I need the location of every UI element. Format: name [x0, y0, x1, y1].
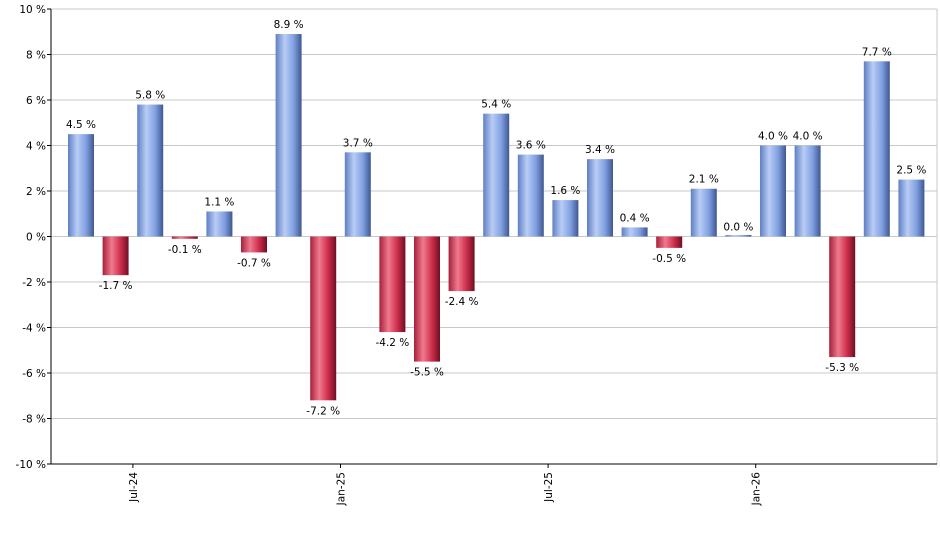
- data-label: 3.7 %: [343, 137, 373, 149]
- x-tick-label: Jul-24: [128, 472, 140, 503]
- data-label: 4.5 %: [66, 119, 96, 131]
- data-label: 1.1 %: [204, 196, 234, 208]
- bar: [102, 236, 129, 276]
- data-label: -0.5 %: [652, 253, 686, 265]
- bar: [171, 236, 198, 239]
- bar: [275, 34, 302, 237]
- bar: [725, 235, 752, 237]
- y-tick-label: -6 %: [22, 368, 46, 380]
- data-label: -5.5 %: [410, 367, 444, 379]
- data-label: 7.7 %: [862, 46, 892, 58]
- bar: [137, 104, 164, 237]
- data-label: -5.3 %: [825, 362, 859, 374]
- y-tick-label: -2 %: [22, 277, 46, 289]
- x-tick-label: Jan-26: [751, 472, 763, 507]
- data-label: -4.2 %: [375, 337, 409, 349]
- data-label: 5.8 %: [135, 90, 165, 102]
- data-label: -2.4 %: [445, 296, 479, 308]
- bar: [206, 211, 233, 237]
- bar: [310, 236, 337, 401]
- y-tick-label: 0 %: [26, 232, 46, 244]
- data-label: -7.2 %: [306, 405, 340, 417]
- bars: [68, 34, 925, 401]
- bar: [829, 236, 856, 358]
- data-label: 5.4 %: [481, 99, 511, 111]
- bar: [68, 134, 94, 237]
- bar: [794, 145, 821, 237]
- x-tick-label: Jul-25: [543, 472, 555, 503]
- data-label: 3.4 %: [585, 144, 615, 156]
- y-tick-label: 4 %: [26, 141, 46, 153]
- data-label: 0.0 %: [723, 222, 753, 234]
- y-tick-label: 6 %: [26, 95, 46, 107]
- data-label: 8.9 %: [274, 19, 304, 31]
- data-label: 4.0 %: [758, 131, 788, 143]
- bar: [587, 159, 613, 237]
- y-tick-label: -4 %: [22, 323, 46, 335]
- data-label: 1.6 %: [550, 185, 580, 197]
- bar: [414, 236, 440, 362]
- bar: [517, 154, 544, 237]
- bar: [690, 188, 717, 237]
- y-tick-label: 10 %: [19, 4, 46, 16]
- y-tick-label: -10 %: [16, 459, 46, 471]
- data-label: 2.1 %: [689, 174, 719, 186]
- bar: [863, 61, 890, 237]
- bar: [621, 227, 648, 237]
- data-label: -1.7 %: [99, 280, 133, 292]
- axes: 10 % 8 % 6 % 4 % 2 % 0 % -2 % -4 % -6 % -8 % -10 %…: [16, 4, 937, 506]
- bar: [552, 200, 579, 237]
- data-label: -0.1 %: [168, 244, 202, 256]
- bar: [344, 152, 371, 237]
- bar: [241, 236, 267, 253]
- data-label: 3.6 %: [516, 140, 546, 152]
- bar: [656, 236, 683, 248]
- y-tick-label: 8 %: [26, 50, 46, 62]
- data-labels: 4.5 % -1.7 % 5.8 % -0.1 % 1.1 % -0.7 % 8.9 % -7…: [66, 19, 926, 417]
- bar: [760, 145, 786, 237]
- bar: [483, 113, 510, 237]
- data-label: 2.5 %: [896, 165, 926, 177]
- x-tick-label: Jan-25: [336, 472, 348, 506]
- data-label: 4.0 %: [793, 131, 823, 143]
- y-tick-label: -8 %: [22, 414, 46, 426]
- data-label: -0.7 %: [237, 257, 271, 269]
- data-label: 0.4 %: [620, 212, 650, 224]
- bar: [448, 236, 475, 292]
- y-tick-label: 2 %: [26, 186, 46, 198]
- bar: [898, 179, 925, 237]
- bar: [379, 236, 406, 333]
